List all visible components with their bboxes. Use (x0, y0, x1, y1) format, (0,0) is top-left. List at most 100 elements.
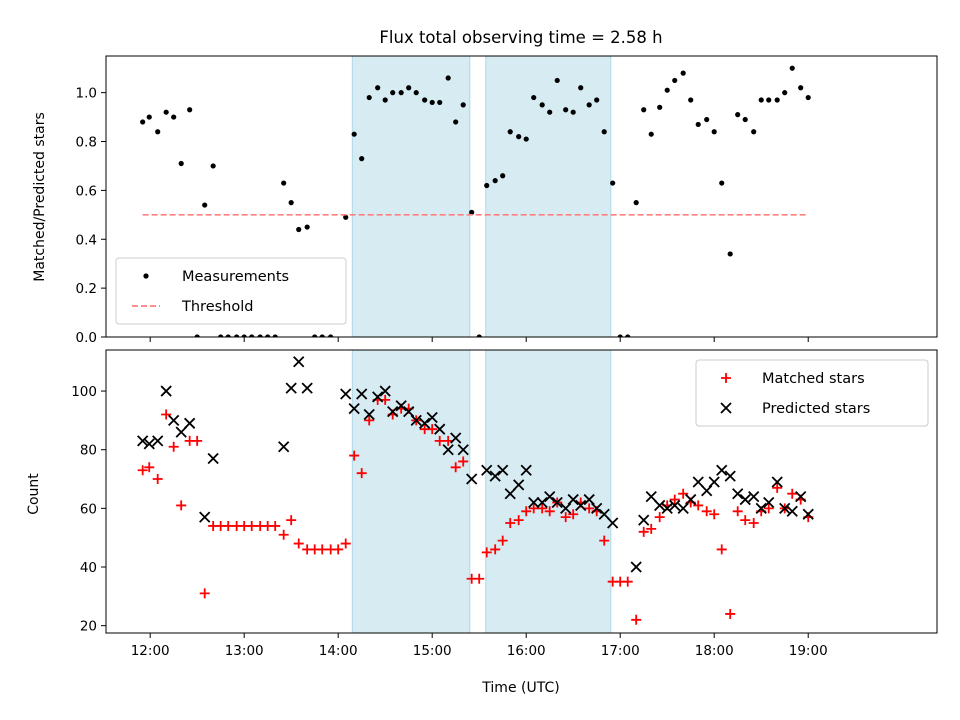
legend-label: Predicted stars (762, 401, 870, 417)
data-point (724, 470, 736, 482)
x-tick-label: 17:00 (601, 643, 640, 659)
data-point (218, 334, 224, 337)
shaded-interval (351, 349, 471, 634)
data-point (716, 464, 728, 476)
data-point (445, 75, 451, 81)
data-point (570, 109, 576, 115)
data-point (202, 202, 208, 208)
data-point (740, 515, 751, 526)
y-tick-label: 0.8 (76, 135, 97, 151)
data-point (531, 94, 537, 101)
data-point (601, 129, 607, 135)
data-point (583, 493, 595, 506)
data-point (450, 462, 461, 473)
data-point (301, 382, 313, 394)
data-point (795, 490, 807, 503)
data-point (348, 403, 360, 415)
data-point (270, 520, 281, 531)
data-point (735, 112, 741, 118)
data-point (476, 334, 482, 337)
data-point (779, 502, 791, 514)
bottom-y-axis-label: Count (26, 473, 42, 515)
y-tick-label: 40 (80, 560, 97, 576)
x-tick-label: 15:00 (413, 643, 452, 659)
data-point (599, 535, 610, 546)
data-point (458, 456, 469, 467)
data-point (763, 503, 774, 514)
data-point (343, 214, 349, 220)
data-point (474, 573, 485, 584)
data-point (419, 417, 431, 429)
data-point (422, 97, 428, 103)
data-point (513, 515, 524, 526)
data-point (168, 441, 179, 452)
data-point (484, 182, 490, 189)
legend-marker (143, 273, 149, 279)
data-point (787, 488, 798, 499)
data-point (223, 520, 234, 531)
legend-label: Matched stars (762, 371, 865, 387)
data-point (434, 435, 445, 446)
data-point (709, 509, 720, 520)
data-point (225, 334, 231, 337)
data-point (450, 432, 462, 444)
data-point (234, 334, 240, 337)
data-point (711, 129, 717, 135)
data-point (359, 156, 365, 162)
data-point (199, 511, 211, 523)
data-point (633, 200, 639, 206)
data-point (278, 529, 289, 540)
y-tick-label: 0.2 (76, 281, 97, 297)
data-point (654, 512, 665, 523)
data-point (497, 464, 509, 476)
data-point (429, 99, 435, 106)
data-point (693, 500, 704, 511)
data-point (403, 405, 415, 418)
data-point (554, 77, 560, 84)
data-point (504, 488, 516, 500)
x-tick-label: 14:00 (319, 643, 358, 659)
top-panel: 0.0 0.2 0.4 0.6 0.8 1.0 Measurements Threshold (76, 55, 938, 346)
data-point (319, 334, 325, 337)
y-tick-label: 0.4 (76, 232, 97, 248)
data-point (146, 114, 152, 120)
data-point (398, 90, 404, 96)
data-point (175, 426, 187, 438)
data-point (701, 506, 712, 517)
data-point (748, 518, 759, 529)
data-point (265, 334, 271, 337)
data-point (489, 470, 501, 482)
data-point (586, 102, 592, 108)
data-point (638, 526, 649, 537)
data-point (192, 435, 203, 446)
data-point (246, 520, 257, 531)
data-point (680, 70, 686, 76)
data-point (544, 490, 556, 503)
data-point (560, 512, 571, 523)
data-point (434, 423, 446, 435)
data-point (661, 502, 673, 514)
data-point (288, 200, 294, 206)
x-tick-label: 16:00 (507, 643, 546, 659)
data-point (560, 502, 572, 514)
data-point (544, 506, 555, 517)
data-point (379, 385, 391, 397)
data-point (168, 414, 180, 427)
data-point (257, 334, 263, 337)
data-point (152, 435, 164, 447)
data-point (406, 85, 412, 91)
data-point (366, 94, 372, 101)
shaded-interval (485, 349, 612, 634)
x-tick-label: 13:00 (225, 643, 264, 659)
data-point (497, 535, 508, 546)
y-tick-label: 0.0 (76, 330, 97, 346)
data-point (716, 544, 727, 555)
data-point (584, 503, 595, 514)
data-point (171, 114, 177, 120)
data-point (617, 334, 623, 337)
data-point (426, 411, 438, 424)
data-point (704, 116, 710, 123)
data-point (207, 452, 219, 465)
legend-marker (721, 373, 731, 383)
